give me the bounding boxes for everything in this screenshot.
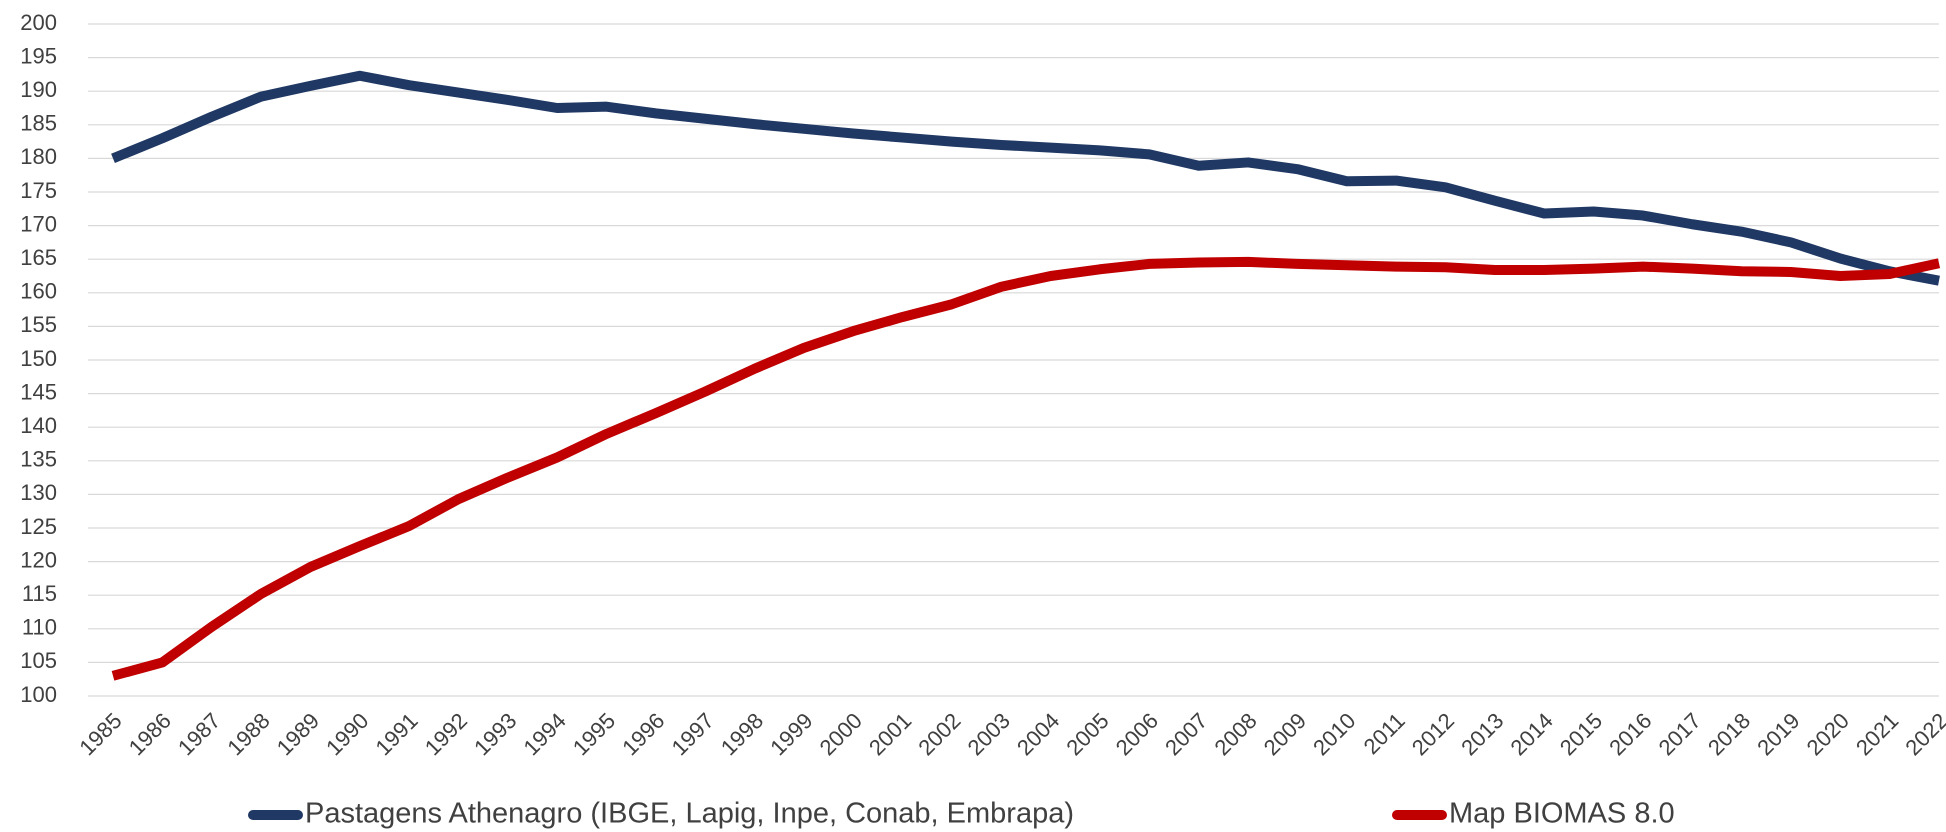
- x-tick-label: 2018: [1703, 708, 1755, 760]
- x-tick-label: 1989: [272, 708, 324, 760]
- x-tick-label: 2001: [864, 708, 916, 760]
- x-tick-label: 2011: [1359, 708, 1410, 759]
- y-tick-label: 185: [20, 111, 57, 136]
- x-tick-label: 2000: [815, 708, 867, 760]
- x-tick-label: 2012: [1407, 708, 1459, 760]
- y-tick-label: 115: [22, 581, 57, 606]
- x-tick-label: 1987: [173, 708, 225, 760]
- x-tick-label: 1990: [321, 708, 373, 760]
- x-tick-label: 1996: [617, 708, 669, 760]
- y-tick-label: 175: [20, 178, 57, 203]
- x-tick-label: 1999: [765, 708, 817, 760]
- x-tick-label: 2010: [1308, 708, 1360, 760]
- x-tick-label: 2020: [1802, 708, 1854, 760]
- y-tick-label: 165: [20, 245, 57, 270]
- y-tick-label: 135: [20, 447, 57, 472]
- x-tick-label: 1998: [716, 708, 768, 760]
- x-tick-label: 2006: [1111, 708, 1163, 760]
- x-tick-label: 1986: [124, 708, 176, 760]
- x-tick-label: 1995: [568, 708, 620, 760]
- legend-label: Map BIOMAS 8.0: [1449, 798, 1675, 830]
- series-line: [111, 256, 1941, 681]
- y-tick-label: 100: [20, 682, 57, 707]
- x-tick-label: 1992: [420, 708, 472, 760]
- x-tick-label: 1985: [74, 708, 126, 760]
- y-tick-label: 120: [20, 547, 57, 572]
- x-tick-label: 2005: [1061, 708, 1113, 760]
- y-tick-label: 130: [20, 480, 57, 505]
- x-tick-label: 2021: [1851, 708, 1903, 760]
- series-line: [111, 70, 1940, 286]
- x-tick-label: 1991: [370, 708, 422, 760]
- x-tick-label: 2017: [1654, 708, 1706, 760]
- y-tick-label: 195: [20, 43, 57, 68]
- y-tick-label: 190: [20, 77, 57, 102]
- y-tick-label: 200: [20, 10, 57, 35]
- x-tick-label: 2009: [1259, 708, 1311, 760]
- x-tick-label: 2016: [1604, 708, 1656, 760]
- x-tick-label: 1994: [519, 708, 571, 760]
- y-tick-label: 140: [20, 413, 57, 438]
- x-tick-label: 2015: [1555, 708, 1607, 760]
- x-tick-label: 2004: [1012, 708, 1064, 760]
- x-tick-label: 1993: [469, 708, 521, 760]
- y-tick-label: 170: [20, 211, 57, 236]
- x-tick-label: 2008: [1209, 708, 1261, 760]
- x-tick-label: 1997: [667, 708, 719, 760]
- x-tick-label: 2013: [1456, 708, 1508, 760]
- x-tick-label: 2002: [913, 708, 965, 760]
- y-tick-label: 145: [20, 379, 57, 404]
- x-tick-label: 2007: [1160, 708, 1212, 760]
- x-tick-label: 2019: [1752, 708, 1804, 760]
- y-tick-label: 125: [20, 514, 57, 539]
- y-tick-label: 180: [20, 144, 57, 169]
- y-tick-label: 110: [22, 615, 57, 640]
- y-tick-label: 150: [20, 346, 57, 371]
- y-tick-label: 105: [20, 648, 57, 673]
- y-tick-label: 160: [20, 279, 57, 304]
- x-tick-label: 1988: [222, 708, 274, 760]
- legend-label: Pastagens Athenagro (IBGE, Lapig, Inpe, …: [305, 798, 1074, 830]
- x-tick-label: 2014: [1506, 708, 1558, 760]
- y-tick-label: 155: [20, 312, 57, 337]
- x-tick-label: 2022: [1900, 708, 1946, 760]
- x-tick-label: 2003: [963, 708, 1015, 760]
